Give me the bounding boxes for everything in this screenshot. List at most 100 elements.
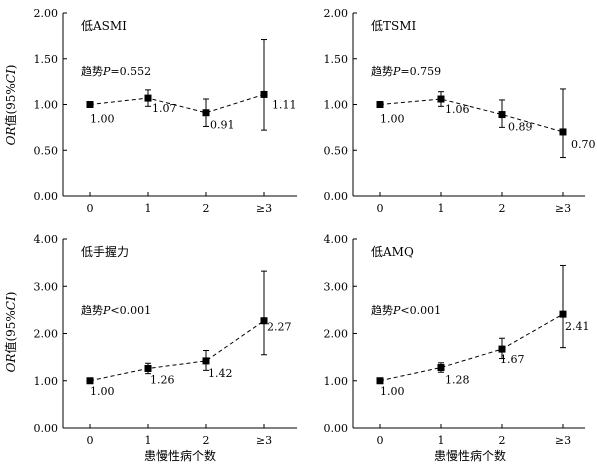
data-label: 1.06 [445, 103, 470, 116]
y-tick-label: 2.00 [34, 328, 59, 341]
x-axis-title-left: 患慢性病个数 [144, 448, 216, 463]
series-line [89, 320, 265, 382]
y-axis-title-top: OR值(95%CI) [3, 65, 18, 146]
x-tick-label: 2 [499, 434, 506, 447]
ylabel-suffix: ) [4, 65, 18, 70]
x-tick-label: 1 [438, 202, 445, 215]
y-tick-label: 3.00 [324, 280, 349, 293]
data-point [144, 94, 152, 102]
x-tick-label: 2 [203, 434, 210, 447]
y-tick-label: 4.00 [34, 233, 59, 246]
x-tick-label: 0 [87, 434, 94, 447]
data-point [86, 101, 94, 108]
x-tick-label: 2 [499, 202, 506, 215]
y-axis-title-bottom: OR值(95%CI) [3, 292, 18, 373]
data-point [260, 317, 268, 325]
y-tick-label: 2.00 [324, 7, 349, 20]
data-label: 1.00 [90, 385, 115, 398]
trend-p-value: 趋势P=0.552 [81, 65, 151, 78]
data-label: 0.91 [210, 119, 235, 132]
x-tick-label: ≥3 [256, 202, 272, 215]
data-point [498, 111, 506, 119]
x-tick-label: 0 [87, 202, 94, 215]
ylabel-ci: CI [4, 69, 18, 83]
trend-p-symbol: P [102, 65, 111, 78]
x-tick-label: 1 [438, 434, 445, 447]
data-point [202, 109, 210, 117]
trend-prefix: 趋势 [371, 65, 393, 78]
x-tick-label: ≥3 [555, 434, 571, 447]
trend-value: =0.552 [110, 65, 151, 78]
y-tick-label: 4.00 [324, 233, 349, 246]
y-tick-label: 1.50 [324, 53, 349, 66]
data-label: 2.27 [267, 321, 292, 334]
x-tick-label: 1 [145, 202, 152, 215]
ylabel-or: OR [4, 354, 18, 373]
data-point [86, 377, 94, 385]
y-tick-label: 0.50 [324, 144, 349, 157]
ylabel-or: OR [4, 127, 18, 146]
x-tick-label: 1 [145, 434, 152, 447]
y-tick-label: 0.00 [324, 422, 349, 435]
panel-title: 低ASMI [81, 19, 127, 33]
ylabel-ci: CI [4, 296, 18, 310]
data-label: 0.89 [508, 121, 533, 134]
data-label: 1.67 [500, 353, 525, 366]
y-tick-label: 0.00 [34, 190, 59, 203]
data-point [202, 357, 210, 365]
data-label: 1.11 [272, 98, 297, 111]
series-line [379, 98, 564, 133]
y-tick-label: 0.00 [324, 190, 349, 203]
data-label: 1.00 [380, 385, 405, 398]
data-label: 1.00 [90, 113, 115, 126]
data-label: 2.41 [565, 320, 590, 333]
series-line [89, 93, 265, 114]
data-point [260, 90, 268, 98]
trend-prefix: 趋势 [371, 304, 393, 317]
y-tick-label: 1.00 [34, 375, 59, 388]
x-tick-label: 0 [377, 202, 384, 215]
trend-prefix: 趋势 [81, 65, 103, 78]
data-point [498, 345, 506, 353]
data-label: 1.00 [380, 113, 405, 126]
data-point [376, 101, 384, 108]
data-label: 0.70 [571, 138, 596, 151]
x-tick-label: 2 [203, 202, 210, 215]
x-tick-label: 0 [377, 434, 384, 447]
panel-title: 低TSMI [371, 19, 417, 33]
data-label: 1.42 [208, 367, 233, 380]
data-point [559, 310, 567, 318]
data-label: 1.26 [150, 373, 175, 386]
ylabel-mid: 值(95% [3, 310, 18, 353]
x-tick-label: ≥3 [256, 434, 272, 447]
panel-title: 低AMQ [371, 245, 414, 259]
ylabel-mid: 值(95% [3, 83, 18, 126]
chart-panel-2: 0.00 0.50 1.00 1.50 2.00 0 1 2 ≥3 低TSMI 趋势P=0.759 1… [324, 7, 596, 215]
data-point [437, 95, 445, 103]
y-tick-label: 0.00 [34, 422, 59, 435]
trend-p-symbol: P [102, 304, 111, 317]
y-tick-label: 1.00 [324, 375, 349, 388]
y-tick-label: 0.50 [34, 144, 59, 157]
data-label: 1.07 [152, 102, 177, 115]
data-label: 1.28 [445, 374, 470, 387]
trend-value: =0.759 [400, 65, 441, 78]
x-axis-title-right: 患慢性病个数 [434, 448, 506, 463]
trend-value: <0.001 [400, 304, 441, 317]
trend-p-symbol: P [392, 304, 401, 317]
trend-p-value: 趋势P<0.001 [81, 304, 151, 317]
series-line [379, 313, 564, 382]
trend-p-symbol: P [392, 65, 401, 78]
chart-panel-1: 0.00 0.50 1.00 1.50 2.00 0 1 2 ≥3 低ASMI 趋势P=0.552 1… [34, 7, 297, 215]
data-point [144, 364, 152, 372]
panel-title: 低手握力 [81, 244, 129, 259]
chart-panel-4: 0.00 1.00 2.00 3.00 4.00 0 1 2 ≥3 低AMQ 趋势P<0.001 1.… [324, 233, 590, 447]
ylabel-suffix: ) [4, 292, 18, 297]
y-tick-label: 1.00 [34, 99, 59, 112]
x-tick-label: ≥3 [555, 202, 571, 215]
y-tick-label: 1.00 [324, 99, 349, 112]
trend-prefix: 趋势 [81, 304, 103, 317]
y-tick-label: 2.00 [324, 328, 349, 341]
